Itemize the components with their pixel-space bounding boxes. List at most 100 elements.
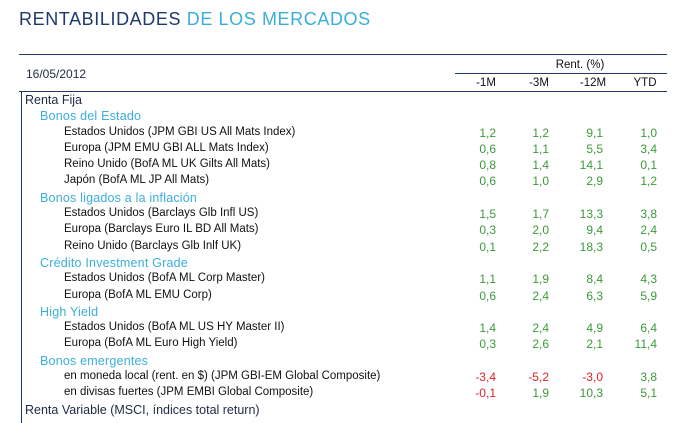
row-label: Bonos ligados a la inflación — [40, 190, 198, 205]
row-value: 0,8 — [479, 158, 496, 173]
table-row: Europa (Barclays Euro IL BD All Mats) 0,3… — [0, 222, 687, 238]
row-label: Estados Unidos (Barclays Glb Infl US) — [64, 207, 259, 220]
row-value: 13,3 — [579, 207, 603, 222]
section-subheading: Bonos del Estado — [0, 108, 687, 124]
table-row: Japón (BofA ML JP All Mats) 0,6 1,0 2,9 1,2 — [0, 173, 687, 189]
row-value: 1,2 — [532, 125, 549, 140]
row-label: Reino Unido (BofA ML UK Gilts All Mats) — [64, 158, 271, 171]
row-value: 2,9 — [586, 174, 603, 189]
row-value: -3,4 — [475, 370, 496, 385]
row-label: Estados Unidos (JPM GBI US All Mats Inde… — [64, 125, 296, 138]
row-value: 8,4 — [586, 272, 603, 287]
row-value: 3,4 — [640, 141, 657, 156]
column-header-1m: -1M — [476, 77, 496, 89]
column-header-3m: -3M — [529, 77, 549, 89]
row-value: 0,3 — [479, 223, 496, 238]
row-value: 1,2 — [479, 125, 496, 140]
left-border — [21, 91, 22, 423]
row-label: High Yield — [40, 304, 99, 319]
row-value: 1,1 — [479, 272, 496, 287]
table-row: Europa (BofA ML EMU Corp) 0,6 2,4 6,3 5,9 — [0, 288, 687, 304]
table-row: Estados Unidos (JPM GBI US All Mats Inde… — [0, 125, 687, 141]
section-heading: Renta Variable (MSCI, índices total retu… — [0, 402, 687, 418]
row-value: 1,0 — [532, 174, 549, 189]
row-value: 6,4 — [640, 321, 657, 336]
row-label: Renta Fija — [25, 93, 82, 107]
section-heading: Renta Fija — [0, 92, 687, 108]
row-label: Europa (BofA ML EMU Corp) — [64, 288, 212, 301]
section-subheading: Bonos ligados a la inflación — [0, 190, 687, 206]
row-label: Reino Unido (Barclays Glb Inlf UK) — [64, 239, 242, 252]
row-label: Estados Unidos (BofA ML Corp Master) — [64, 272, 265, 285]
row-value: 1,9 — [532, 272, 549, 287]
row-value: 1,0 — [640, 125, 657, 140]
row-value: 6,3 — [586, 288, 603, 303]
row-label: Estados Unidos (BofA ML US HY Master II) — [64, 321, 285, 334]
row-value: 1,9 — [532, 386, 549, 401]
title-part-1: RENTABILIDADES — [19, 9, 182, 29]
row-value: 0,3 — [479, 337, 496, 352]
row-label: Renta Variable (MSCI, índices total retu… — [25, 402, 260, 417]
row-label: Bonos del Estado — [40, 109, 142, 124]
table-row: Reino Unido (BofA ML UK Gilts All Mats) 0… — [0, 157, 687, 173]
row-value: 1,5 — [479, 207, 496, 222]
section-subheading: Crédito Investment Grade — [0, 255, 687, 271]
row-value: 5,9 — [640, 288, 657, 303]
row-value: 10,3 — [579, 386, 603, 401]
column-header-separator — [455, 73, 667, 74]
table-row: Europa (BofA ML Euro High Yield) 0,3 2,6 2,… — [0, 336, 687, 352]
top-rule — [19, 54, 667, 55]
row-value: 5,1 — [640, 386, 657, 401]
row-value: 1,1 — [532, 141, 549, 156]
row-value: 9,4 — [586, 223, 603, 238]
row-value: -3,0 — [582, 370, 603, 385]
row-value: 0,1 — [640, 158, 657, 173]
table-row: en moneda local (rent. en $) (JPM GBI-EM… — [0, 369, 687, 385]
returns-group-label: Rent. (%) — [555, 59, 605, 71]
row-label: Europa (BofA ML Euro High Yield) — [64, 337, 238, 350]
table-row: en divisas fuertes (JPM EMBI Global Comp… — [0, 385, 687, 401]
row-value: 1,4 — [479, 321, 496, 336]
row-value: -5,2 — [528, 370, 549, 385]
row-value: 2,4 — [532, 288, 549, 303]
row-value: 2,6 — [532, 337, 549, 352]
returns-table: Renta Fija Bonos del Estado Estados Unidos… — [0, 92, 687, 418]
row-value: 0,6 — [479, 288, 496, 303]
column-header-ytd: YTD — [633, 77, 657, 89]
row-value: 2,2 — [532, 239, 549, 254]
report-date: 16/05/2012 — [26, 67, 87, 81]
row-value: 11,4 — [634, 337, 657, 352]
row-value: 0,6 — [479, 174, 496, 189]
section-subheading: High Yield — [0, 304, 687, 320]
row-value: 0,6 — [479, 141, 496, 156]
row-label: Japón (BofA ML JP All Mats) — [64, 174, 210, 187]
table-row: Estados Unidos (BofA ML Corp Master) 1,1 1… — [0, 271, 687, 287]
row-label: Crédito Investment Grade — [40, 255, 188, 270]
row-value: 1,2 — [640, 174, 657, 189]
section-subheading: Bonos emergentes — [0, 353, 687, 369]
row-value: 5,5 — [586, 141, 603, 156]
row-value: 1,7 — [532, 207, 549, 222]
table-row: Reino Unido (Barclays Glb Inlf UK) 0,1 2,2… — [0, 239, 687, 255]
row-value: 2,0 — [532, 223, 549, 238]
row-value: 18,3 — [579, 239, 603, 254]
row-label: Europa (Barclays Euro IL BD All Mats) — [64, 223, 259, 236]
row-value: 2,4 — [640, 223, 657, 238]
row-value: 4,3 — [640, 272, 657, 287]
row-value: 14,1 — [579, 158, 603, 173]
row-value: 2,4 — [532, 321, 549, 336]
title-part-2: DE LOS MERCADOS — [186, 9, 371, 29]
row-value: -0,1 — [475, 386, 496, 401]
header-rule — [19, 91, 667, 92]
row-value: 0,5 — [640, 239, 657, 254]
column-header-12m: -12M — [579, 77, 607, 89]
row-label: en divisas fuertes (JPM EMBI Global Comp… — [64, 386, 314, 399]
page-title: RENTABILIDADES DE LOS MERCADOS — [19, 9, 371, 30]
row-label: Bonos emergentes — [40, 353, 149, 368]
row-value: 3,8 — [640, 370, 657, 385]
table-row: Estados Unidos (BofA ML US HY Master II)… — [0, 320, 687, 336]
row-value: 0,1 — [479, 239, 496, 254]
row-value: 4,9 — [586, 321, 603, 336]
row-value: 9,1 — [586, 125, 603, 140]
table-row: Estados Unidos (Barclays Glb Infl US) 1,5… — [0, 206, 687, 222]
